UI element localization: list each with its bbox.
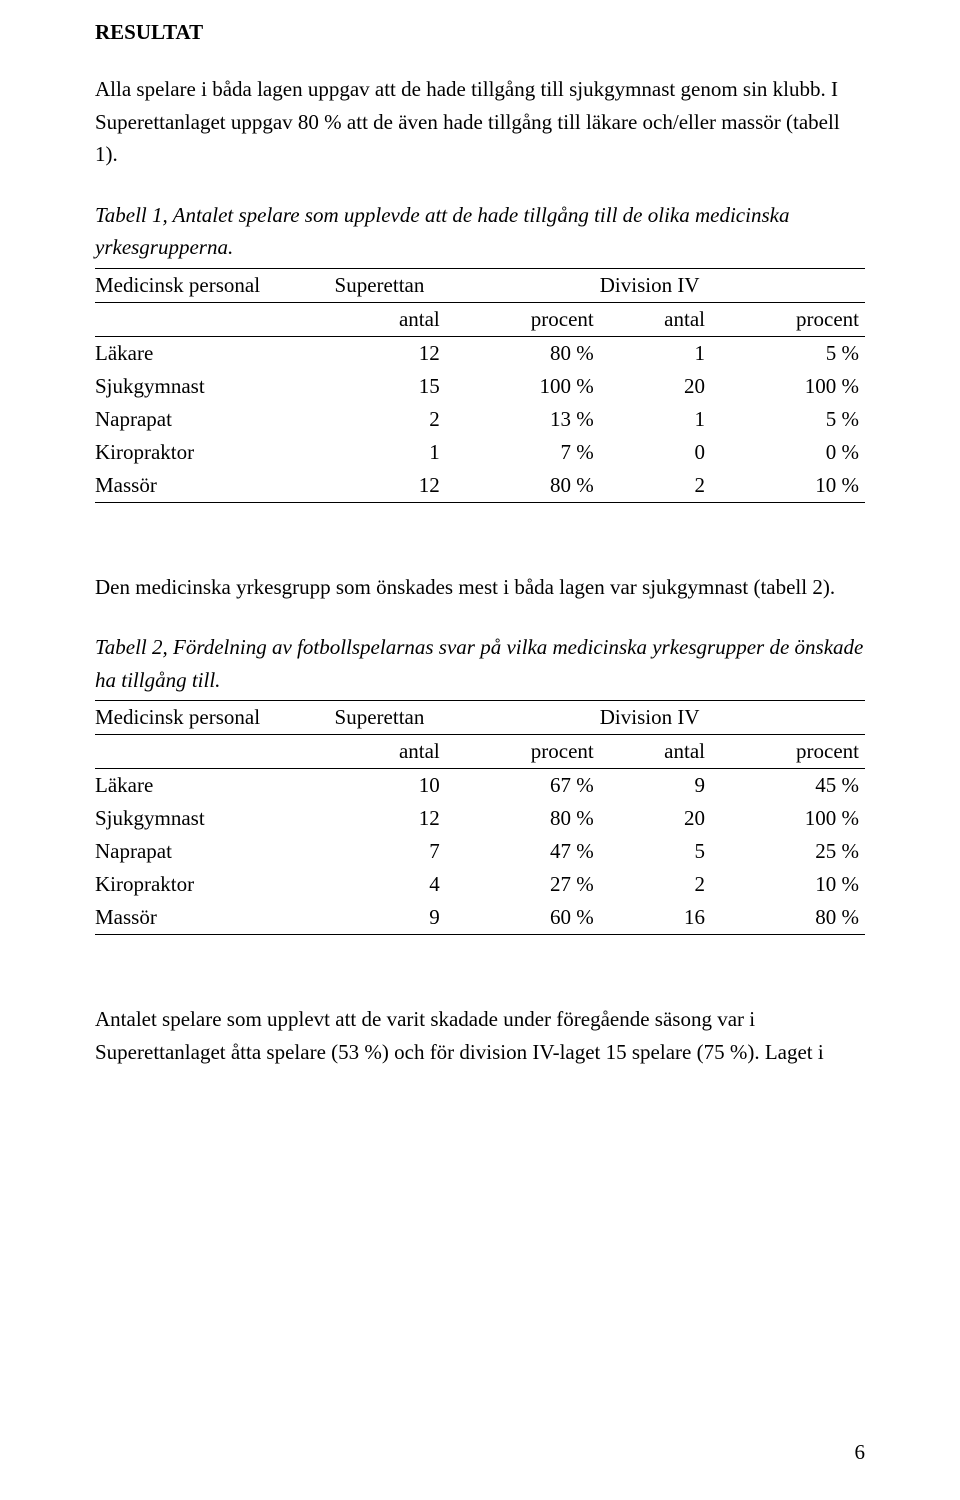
table-cell: 25 %: [711, 835, 865, 868]
table-2-head-group2: Division IV: [600, 701, 865, 735]
table-1-head-group2: Division IV: [600, 268, 865, 302]
table-row: Läkare 10 67 % 9 45 %: [95, 769, 865, 803]
table-cell: 2: [335, 403, 446, 436]
table-cell: 45 %: [711, 769, 865, 803]
table-1-head-group1: Superettan: [335, 268, 600, 302]
table-row: Massör 9 60 % 16 80 %: [95, 901, 865, 935]
table-cell: 5 %: [711, 336, 865, 370]
table-cell-label: Naprapat: [95, 835, 335, 868]
table-cell: 9: [600, 769, 711, 803]
table-row: Kiropraktor 4 27 % 2 10 %: [95, 868, 865, 901]
table-cell: 1: [600, 336, 711, 370]
table-cell: 80 %: [446, 802, 600, 835]
page-number: 6: [855, 1440, 866, 1465]
table-row: Sjukgymnast 15 100 % 20 100 %: [95, 370, 865, 403]
table-row: Sjukgymnast 12 80 % 20 100 %: [95, 802, 865, 835]
table-cell-label: Kiropraktor: [95, 436, 335, 469]
table-row: Kiropraktor 1 7 % 0 0 %: [95, 436, 865, 469]
table-cell: 0: [600, 436, 711, 469]
table-cell: 2: [600, 469, 711, 503]
paragraph-2: Den medicinska yrkesgrupp som önskades m…: [95, 571, 865, 604]
table-2-header-row: Medicinsk personal Superettan Division I…: [95, 701, 865, 735]
table-1-header-row: Medicinsk personal Superettan Division I…: [95, 268, 865, 302]
table-cell: 60 %: [446, 901, 600, 935]
table-cell-label: Läkare: [95, 769, 335, 803]
table-cell: 2: [600, 868, 711, 901]
table-2-sub-antal-2: antal: [600, 735, 711, 769]
table-1-sub-procent-2: procent: [711, 302, 865, 336]
table-1-head-col1: Medicinsk personal: [95, 268, 335, 302]
table-cell: 67 %: [446, 769, 600, 803]
table-cell-label: Sjukgymnast: [95, 802, 335, 835]
table-cell: 47 %: [446, 835, 600, 868]
table-2-sub-procent-1: procent: [446, 735, 600, 769]
table-cell: 12: [335, 336, 446, 370]
table-row: Massör 12 80 % 2 10 %: [95, 469, 865, 503]
table-2: Medicinsk personal Superettan Division I…: [95, 700, 865, 935]
table-cell: 80 %: [446, 336, 600, 370]
table-cell: 5 %: [711, 403, 865, 436]
table-1-sub-blank: [95, 302, 335, 336]
table-1-sub-antal-1: antal: [335, 302, 446, 336]
table-1-sub-antal-2: antal: [600, 302, 711, 336]
table-cell-label: Läkare: [95, 336, 335, 370]
table-cell-label: Naprapat: [95, 403, 335, 436]
table-cell: 80 %: [711, 901, 865, 935]
table-2-head-group1: Superettan: [335, 701, 600, 735]
table-1: Medicinsk personal Superettan Division I…: [95, 268, 865, 503]
table-row: Naprapat 7 47 % 5 25 %: [95, 835, 865, 868]
table-2-sub-procent-2: procent: [711, 735, 865, 769]
table-cell: 12: [335, 469, 446, 503]
table-cell: 12: [335, 802, 446, 835]
table-cell: 1: [600, 403, 711, 436]
table-cell: 100 %: [711, 370, 865, 403]
table-cell: 9: [335, 901, 446, 935]
table-cell: 10: [335, 769, 446, 803]
table-cell: 4: [335, 868, 446, 901]
table-row: Läkare 12 80 % 1 5 %: [95, 336, 865, 370]
table-cell: 0 %: [711, 436, 865, 469]
table-2-head-col1: Medicinsk personal: [95, 701, 335, 735]
table-cell: 80 %: [446, 469, 600, 503]
table-cell: 13 %: [446, 403, 600, 436]
paragraph-3: Antalet spelare som upplevt att de varit…: [95, 1003, 865, 1068]
table-2-sub-antal-1: antal: [335, 735, 446, 769]
table-cell: 7 %: [446, 436, 600, 469]
table-2-sub-blank: [95, 735, 335, 769]
table-cell-label: Massör: [95, 469, 335, 503]
table-1-sub-procent-1: procent: [446, 302, 600, 336]
table-cell: 10 %: [711, 868, 865, 901]
table-cell: 20: [600, 802, 711, 835]
table-cell: 100 %: [446, 370, 600, 403]
table-cell-label: Massör: [95, 901, 335, 935]
page: RESULTAT Alla spelare i båda lagen uppga…: [0, 0, 960, 1500]
section-heading: RESULTAT: [95, 20, 865, 45]
table-cell: 100 %: [711, 802, 865, 835]
table-row: Naprapat 2 13 % 1 5 %: [95, 403, 865, 436]
table-1-subheader-row: antal procent antal procent: [95, 302, 865, 336]
table-cell: 16: [600, 901, 711, 935]
table-cell: 5: [600, 835, 711, 868]
table-cell: 1: [335, 436, 446, 469]
table-cell-label: Kiropraktor: [95, 868, 335, 901]
table-cell: 7: [335, 835, 446, 868]
table-2-caption: Tabell 2, Fördelning av fotbollspelarnas…: [95, 631, 865, 696]
table-cell: 15: [335, 370, 446, 403]
paragraph-1: Alla spelare i båda lagen uppgav att de …: [95, 73, 865, 171]
table-cell: 20: [600, 370, 711, 403]
table-2-subheader-row: antal procent antal procent: [95, 735, 865, 769]
table-1-caption: Tabell 1, Antalet spelare som upplevde a…: [95, 199, 865, 264]
table-cell-label: Sjukgymnast: [95, 370, 335, 403]
table-cell: 10 %: [711, 469, 865, 503]
table-cell: 27 %: [446, 868, 600, 901]
